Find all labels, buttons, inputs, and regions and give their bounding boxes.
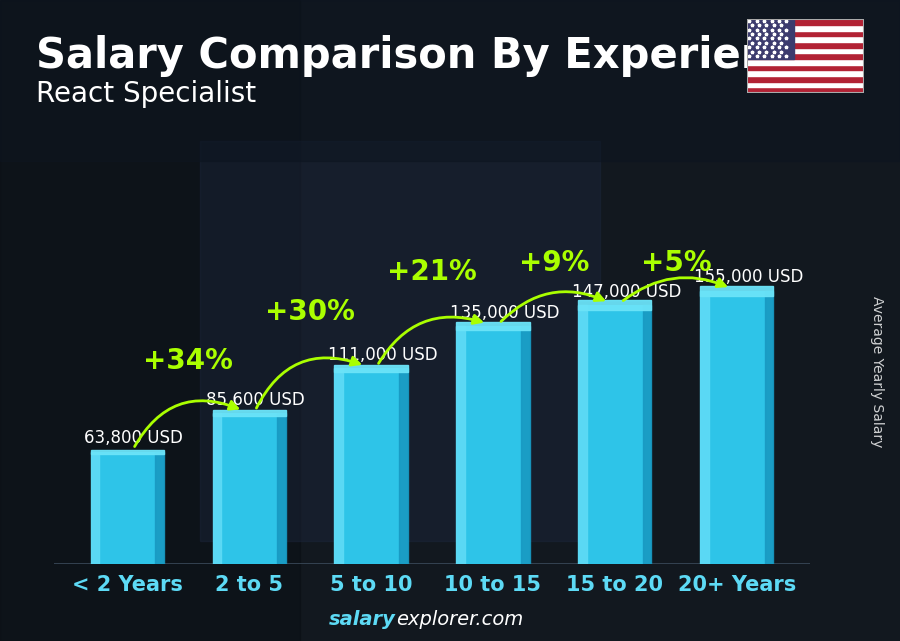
Text: 85,600 USD: 85,600 USD (206, 391, 305, 409)
Bar (456, 322, 529, 330)
Text: Salary Comparison By Experience: Salary Comparison By Experience (36, 35, 824, 78)
Bar (0, 0, 300, 641)
Bar (212, 413, 221, 564)
Bar (747, 47, 864, 53)
Bar (747, 25, 864, 31)
Bar (399, 369, 408, 564)
Bar (579, 305, 652, 564)
Bar (700, 291, 773, 564)
Bar (747, 19, 864, 25)
Bar (335, 365, 408, 372)
Text: explorer.com: explorer.com (396, 610, 523, 629)
Text: 155,000 USD: 155,000 USD (694, 269, 804, 287)
Bar (155, 452, 164, 564)
Bar (91, 452, 99, 564)
Text: Average Yearly Salary: Average Yearly Salary (870, 296, 885, 447)
Text: 63,800 USD: 63,800 USD (85, 429, 184, 447)
Bar (700, 291, 709, 564)
Bar (747, 42, 864, 47)
Bar (747, 31, 864, 37)
Bar (0, 0, 900, 161)
Bar (747, 19, 794, 59)
Bar (747, 71, 864, 76)
Bar (747, 65, 864, 71)
Bar (747, 81, 864, 87)
Bar (91, 452, 164, 564)
Bar (579, 300, 652, 310)
Text: 147,000 USD: 147,000 USD (572, 283, 681, 301)
Bar (579, 305, 587, 564)
Bar (456, 326, 529, 564)
Bar (456, 326, 465, 564)
Text: +21%: +21% (387, 258, 477, 285)
Text: salary: salary (329, 610, 396, 629)
Bar (212, 410, 285, 416)
Text: +34%: +34% (143, 347, 233, 376)
Bar (765, 291, 773, 564)
Text: 135,000 USD: 135,000 USD (450, 304, 560, 322)
Bar (335, 369, 408, 564)
Text: 111,000 USD: 111,000 USD (328, 346, 438, 364)
Bar (335, 369, 343, 564)
Text: React Specialist: React Specialist (36, 80, 256, 108)
Bar (200, 141, 600, 541)
Text: +5%: +5% (641, 249, 711, 277)
Bar (212, 413, 285, 564)
Bar (747, 76, 864, 81)
Bar (747, 37, 864, 42)
Bar (747, 53, 864, 59)
Bar (521, 326, 529, 564)
Text: +30%: +30% (266, 298, 355, 326)
Bar (643, 305, 652, 564)
Bar (277, 413, 285, 564)
Bar (700, 286, 773, 296)
Text: +9%: +9% (518, 249, 590, 277)
Bar (747, 87, 864, 93)
Bar (747, 59, 864, 65)
Bar (91, 449, 164, 454)
